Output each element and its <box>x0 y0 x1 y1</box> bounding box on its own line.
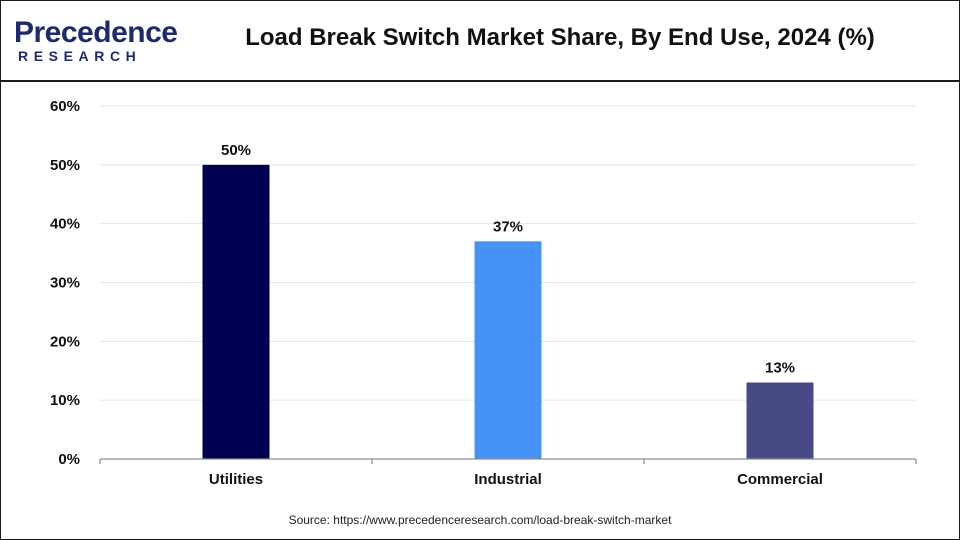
y-tick-label: 30% <box>50 275 80 292</box>
bars <box>202 164 814 459</box>
data-label-commercial: 13% <box>765 360 795 377</box>
y-tick-label: 10% <box>50 392 80 409</box>
x-axis-tick-labels: Utilities Industrial Commercial <box>209 471 823 488</box>
y-tick-label: 0% <box>58 451 80 468</box>
precedence-research-logo: Precedence RESEARCH <box>14 10 178 70</box>
data-labels: 50% 37% 13% <box>221 142 795 377</box>
y-tick-label: 50% <box>50 157 80 174</box>
bar-commercial <box>746 382 814 459</box>
y-axis-tick-labels: 0% 10% 20% 30% 40% 50% 60% <box>50 98 80 468</box>
y-tick-label: 20% <box>50 333 80 350</box>
x-tick-label-commercial: Commercial <box>737 471 823 488</box>
logo-wordmark: Precedence <box>14 16 178 49</box>
chart-title: Load Break Switch Market Share, By End U… <box>245 24 875 51</box>
bar-industrial <box>474 241 542 459</box>
y-tick-label: 40% <box>50 216 80 233</box>
source-note: Source: https://www.precedenceresearch.c… <box>288 513 672 527</box>
x-axis <box>99 458 917 464</box>
bar-chart: 0% 10% 20% 30% 40% 50% 60% 50% 37% 13% Utilities… <box>50 98 917 488</box>
x-tick-label-utilities: Utilities <box>209 471 263 488</box>
data-label-industrial: 37% <box>493 218 523 235</box>
data-label-utilities: 50% <box>221 142 251 159</box>
header: Precedence RESEARCH Load Break Switch Ma… <box>0 0 960 82</box>
y-tick-label: 60% <box>50 98 80 115</box>
logo-subtitle: RESEARCH <box>18 48 142 64</box>
bar-utilities <box>202 164 270 459</box>
x-tick-label-industrial: Industrial <box>474 471 542 488</box>
